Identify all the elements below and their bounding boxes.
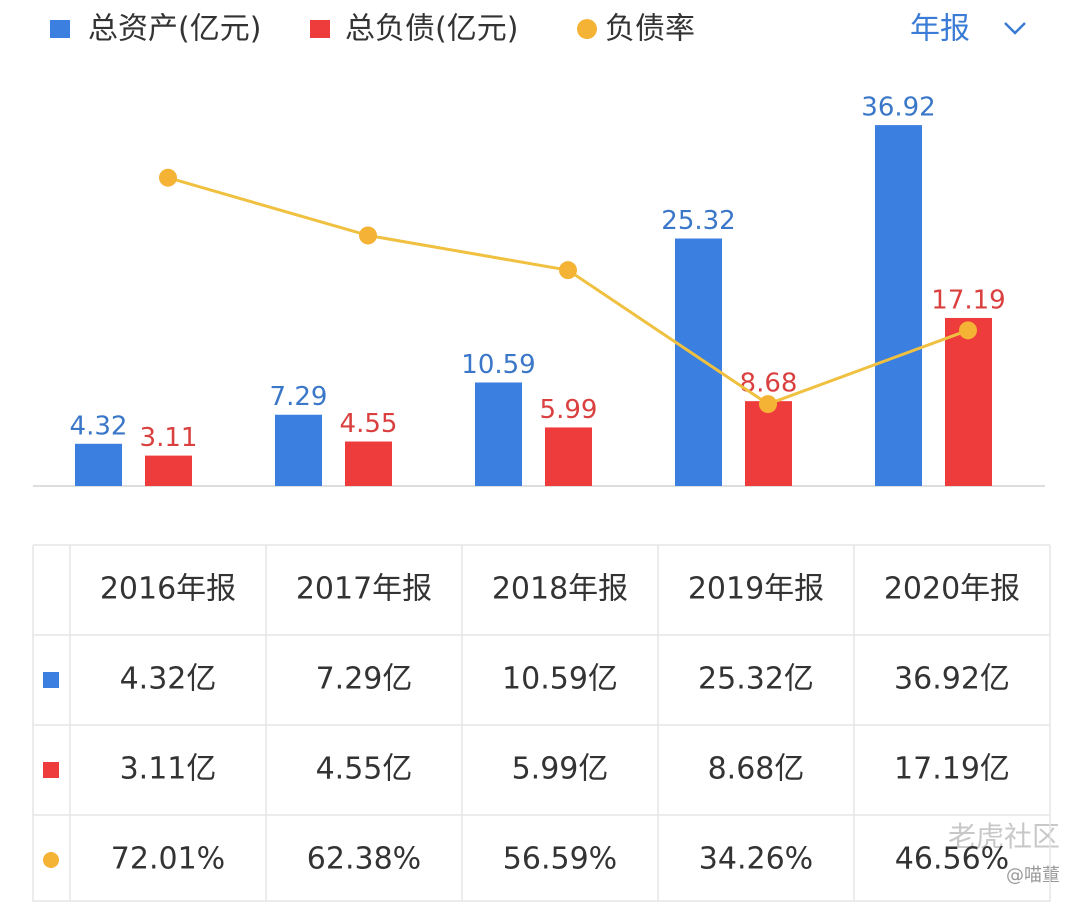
bar-value-label: 3.11 — [140, 423, 198, 453]
bar — [345, 441, 392, 486]
dropdown-chevron[interactable] — [1004, 22, 1026, 35]
bar-value-label: 4.32 — [70, 411, 128, 441]
bar — [145, 455, 192, 486]
row-marker — [43, 672, 59, 688]
bar — [675, 238, 722, 486]
table-cell: 17.19亿 — [894, 752, 1010, 787]
line-point — [159, 168, 177, 187]
legend-marker — [577, 19, 597, 39]
row-marker — [43, 852, 59, 868]
bar — [875, 125, 922, 487]
watermark-handle: @喵董 — [1006, 865, 1060, 886]
bar-value-label: 7.29 — [270, 382, 328, 412]
bar-value-label: 4.55 — [340, 409, 398, 439]
row-marker — [43, 762, 59, 778]
bar-value-label: 5.99 — [540, 395, 598, 425]
line — [167, 176, 969, 406]
bar-value-label: 8.68 — [740, 369, 798, 399]
table-cell: 34.26% — [699, 842, 813, 877]
line-point — [359, 226, 377, 245]
table-cell: 36.92亿 — [894, 662, 1010, 697]
legend-label: 总资产(亿元) — [88, 12, 261, 47]
legend-marker — [310, 20, 330, 38]
table-cell: 3.11亿 — [120, 752, 217, 787]
table-cell: 62.38% — [307, 842, 421, 877]
table-cell: 10.59亿 — [502, 662, 618, 697]
bar — [475, 382, 522, 486]
legend-label: 总负债(亿元) — [345, 12, 518, 47]
bar-value-label: 10.59 — [461, 350, 535, 380]
table-cell: 56.59% — [503, 842, 617, 877]
table-cell: 4.32亿 — [120, 662, 217, 697]
table-cell: 7.29亿 — [316, 662, 413, 697]
table-cell: 25.32亿 — [698, 662, 814, 697]
table-cell: 8.68亿 — [708, 752, 805, 787]
bar-value-label: 17.19 — [931, 285, 1005, 315]
table-cell: 5.99亿 — [512, 752, 609, 787]
line-point — [959, 321, 977, 340]
table-header: 2019年报 — [688, 572, 824, 607]
table-header: 2018年报 — [492, 572, 628, 607]
table-header: 2016年报 — [100, 572, 236, 607]
table-header: 2020年报 — [884, 572, 1020, 607]
watermark: 老虎社区 — [948, 820, 1060, 853]
line-point — [559, 261, 577, 280]
legend-label: 负债率 — [605, 12, 695, 47]
line-point — [759, 395, 777, 414]
bar — [945, 317, 992, 486]
bar — [75, 443, 122, 486]
bar-value-label: 36.92 — [861, 93, 935, 123]
table-header: 2017年报 — [296, 572, 432, 607]
legend-marker — [50, 20, 70, 38]
table-cell: 46.56% — [895, 842, 1009, 877]
bar — [545, 427, 592, 486]
bar — [275, 414, 322, 486]
bar — [745, 401, 792, 486]
table-cell: 72.01% — [111, 842, 225, 877]
table-cell: 4.55亿 — [316, 752, 413, 787]
period-selector[interactable]: 年报 — [910, 12, 970, 47]
bar-value-label: 25.32 — [661, 206, 735, 236]
